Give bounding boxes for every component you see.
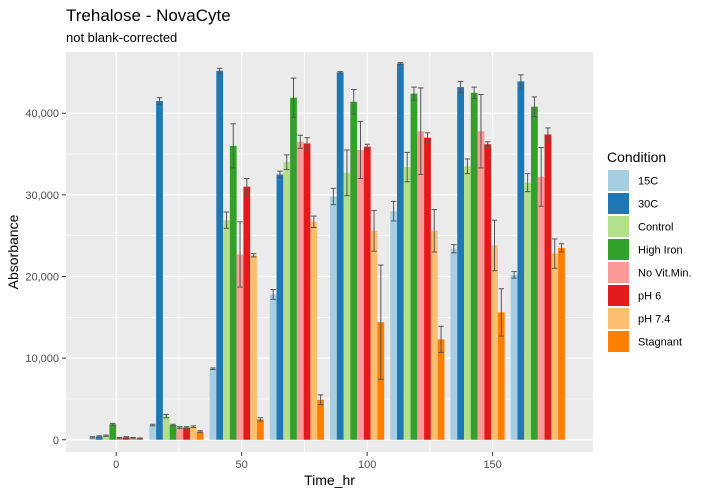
bar <box>350 101 358 440</box>
bar <box>236 254 244 440</box>
y-tick-label: 0 <box>53 435 59 447</box>
bar <box>343 172 351 440</box>
bar <box>256 419 264 440</box>
bar <box>524 182 532 440</box>
legend-swatch <box>608 285 629 306</box>
bar <box>276 174 284 440</box>
bar <box>176 427 184 440</box>
bar <box>95 436 103 440</box>
legend-label: pH 7.4 <box>638 314 670 326</box>
bar <box>209 368 217 440</box>
legend-label: Control <box>638 222 673 234</box>
bar <box>517 81 525 440</box>
bar <box>437 339 445 440</box>
bar <box>357 149 364 440</box>
y-tick-label: 10,000 <box>25 353 59 365</box>
error-bars-group <box>89 62 565 440</box>
bar <box>491 245 498 440</box>
bar <box>450 248 458 440</box>
bar <box>216 70 224 440</box>
legend-swatch <box>608 308 629 329</box>
bar <box>102 435 110 440</box>
legend-label: 30C <box>638 199 658 211</box>
bar <box>89 437 96 440</box>
legend-label: No Vit.Min. <box>638 268 692 280</box>
bar <box>558 247 565 440</box>
bar <box>223 220 230 440</box>
bar <box>122 437 130 440</box>
legend-swatch <box>608 193 629 214</box>
bar <box>229 145 237 440</box>
bar <box>162 416 170 440</box>
bar <box>477 131 485 440</box>
bar <box>303 143 311 440</box>
legend: Condition 15C 30C Control High Iron No Vit.M… <box>607 149 692 352</box>
x-axis: 0 50 100 150 <box>113 452 502 471</box>
bar <box>363 146 371 440</box>
y-tick-label: 30,000 <box>25 190 59 202</box>
bar <box>370 230 378 440</box>
legend-title: Condition <box>607 149 666 165</box>
y-axis-title: Absorbance <box>5 214 21 289</box>
bar <box>510 274 518 440</box>
x-tick-label: 0 <box>113 459 119 471</box>
bar <box>484 144 492 440</box>
bar <box>417 131 425 440</box>
x-axis-title: Time_hr <box>304 472 355 488</box>
bar <box>390 211 398 440</box>
bar <box>464 166 471 440</box>
bar <box>269 294 277 440</box>
bar <box>283 162 291 440</box>
bar <box>497 312 505 440</box>
legend-label: 15C <box>638 176 658 188</box>
bar <box>377 322 385 440</box>
bars-group <box>89 63 565 440</box>
bar <box>336 72 344 440</box>
x-tick-label: 150 <box>483 459 501 471</box>
bar <box>410 93 418 440</box>
chart-subtitle: not blank-corrected <box>66 30 177 45</box>
bar <box>544 134 552 440</box>
legend-label: Stagnant <box>638 337 682 349</box>
bar <box>109 424 117 440</box>
bar <box>183 427 190 440</box>
y-tick-label: 20,000 <box>25 271 59 283</box>
bar <box>424 137 431 440</box>
bar <box>397 63 404 440</box>
bar <box>537 176 545 440</box>
bar <box>156 100 163 440</box>
legend-swatch <box>608 216 629 237</box>
legend-swatch <box>608 170 629 191</box>
bar <box>196 431 204 440</box>
bar <box>189 426 197 440</box>
bar <box>243 186 251 440</box>
bar <box>317 399 324 440</box>
legend-swatch <box>608 262 629 283</box>
x-tick-label: 100 <box>358 459 376 471</box>
bar <box>330 196 337 440</box>
bar <box>310 221 318 440</box>
bar <box>149 425 157 440</box>
bar <box>250 255 257 440</box>
bar <box>290 97 297 440</box>
legend-swatch <box>608 239 629 260</box>
legend-swatch <box>608 331 629 352</box>
chart-title: Trehalose - NovaCyte <box>66 6 231 25</box>
bar <box>470 92 478 440</box>
bar <box>551 253 559 440</box>
y-tick-label: 40,000 <box>25 108 59 120</box>
legend-label: High Iron <box>638 245 683 257</box>
x-tick-label: 50 <box>236 459 248 471</box>
bar <box>403 167 411 440</box>
bar <box>531 106 538 440</box>
bar <box>169 425 177 440</box>
legend-label: pH 6 <box>638 291 661 303</box>
bar <box>430 230 438 440</box>
plot-panel <box>66 52 593 452</box>
bar <box>296 141 304 440</box>
y-axis: 0 10,000 20,000 30,000 40,000 <box>25 108 66 447</box>
bar <box>457 87 465 440</box>
